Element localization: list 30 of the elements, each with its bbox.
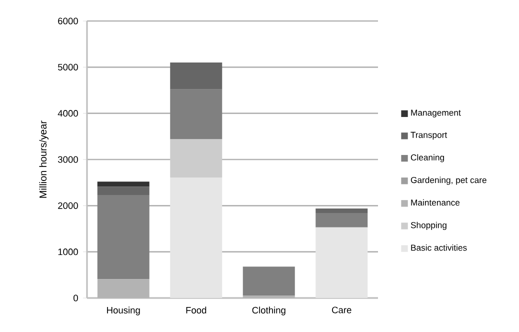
y-tick-label: 3000 bbox=[58, 156, 78, 163]
y-tick-label: 1000 bbox=[58, 248, 78, 256]
legend-label: Maintenance bbox=[411, 199, 460, 206]
x-tick-label: Clothing bbox=[252, 306, 286, 316]
bar bbox=[170, 89, 222, 140]
legend-label: Cleaning bbox=[410, 154, 444, 162]
y-tick-label: 4000 bbox=[58, 110, 78, 117]
y-tick-label: 5000 bbox=[58, 64, 78, 70]
y-tick-label: 6000 bbox=[58, 18, 78, 24]
bar bbox=[97, 182, 150, 187]
bar bbox=[316, 208, 368, 214]
x-tick-label: Food bbox=[186, 306, 206, 314]
y-tick-label: 0 bbox=[74, 294, 78, 302]
bar bbox=[170, 178, 222, 298]
legend-label: Basic activities bbox=[411, 244, 467, 251]
legend-label: Management bbox=[411, 110, 461, 118]
legend-label: Shopping bbox=[410, 222, 446, 230]
bar bbox=[242, 266, 295, 296]
legend-label: Transport bbox=[410, 132, 448, 140]
legend-label: Gardening, pet care bbox=[410, 176, 486, 185]
bar bbox=[97, 195, 150, 280]
y-axis-title: Million hours/year bbox=[39, 120, 49, 198]
bar bbox=[97, 186, 150, 196]
bar bbox=[170, 62, 222, 90]
bar bbox=[316, 227, 368, 298]
bar bbox=[170, 139, 222, 178]
x-tick-label: Care bbox=[332, 306, 352, 314]
x-tick-label: Housing bbox=[107, 306, 140, 316]
y-tick-label: 2000 bbox=[58, 202, 78, 209]
bar bbox=[316, 213, 368, 228]
